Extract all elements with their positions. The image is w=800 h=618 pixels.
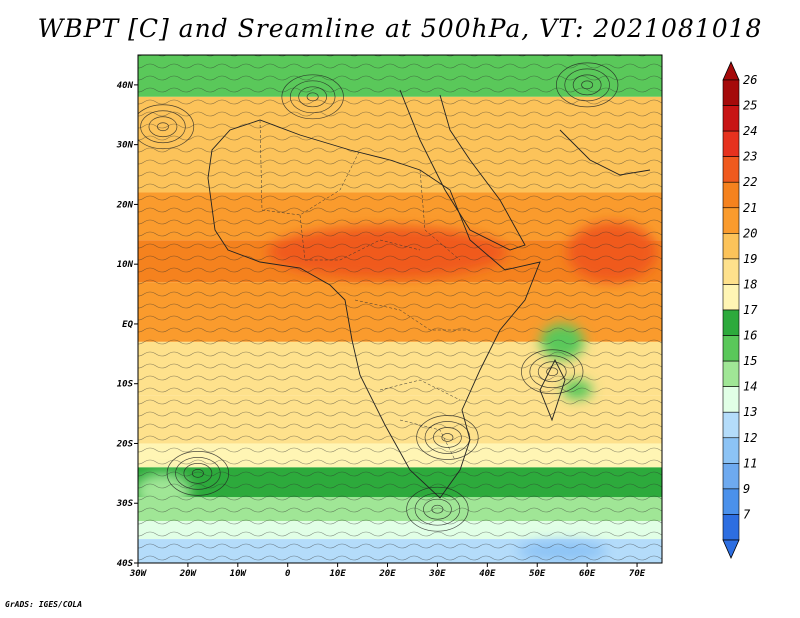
lat-tick-label: 40S — [117, 559, 134, 569]
colorbar-swatch — [722, 488, 740, 515]
lat-tick-label: 10N — [117, 260, 134, 270]
streamline-vortices — [138, 62, 619, 532]
latitude-axis: 40N 30N 20N 10N EQ 10S 20S 30S 40S — [116, 81, 138, 569]
vortex-ring — [441, 433, 454, 442]
colorbar-label: 9 — [743, 482, 750, 496]
lon-tick-label: 60E — [579, 569, 596, 579]
vortex-ring — [166, 451, 230, 496]
vortex-ring — [281, 74, 344, 120]
lat-tick-label: 30S — [116, 499, 134, 509]
colorbar-label: 16 — [743, 329, 757, 343]
colorbar-swatch — [722, 284, 740, 311]
lon-tick-label: 50E — [529, 569, 546, 579]
chart-title: WBPT [C] and Sreamline at 500hPa, VT: 20… — [37, 14, 763, 43]
lon-tick-label: 10W — [230, 569, 248, 579]
colorbar-label: 11 — [743, 456, 757, 470]
colorbar-label: 23 — [743, 150, 757, 164]
lat-tick-label: 10S — [117, 380, 134, 390]
vortex-ring — [581, 80, 594, 90]
colorbar-swatch — [722, 514, 740, 541]
vortex-ring — [555, 62, 619, 108]
vortex-ring — [306, 92, 319, 102]
lon-tick-label: 40E — [479, 569, 496, 579]
vortex-ring — [423, 498, 452, 520]
map-plot-area — [138, 55, 662, 563]
vortex-ring — [424, 421, 471, 454]
vortex-ring — [191, 469, 204, 478]
vortex-ring — [183, 463, 213, 484]
lon-tick-label: 30W — [129, 569, 148, 579]
colorbar-label: 20 — [743, 226, 757, 240]
vortex-ring — [564, 68, 610, 102]
lon-tick-label: 30E — [428, 569, 446, 579]
vortex-ring — [416, 415, 479, 460]
colorbar-swatch — [722, 79, 740, 106]
colorbar-swatch — [722, 411, 740, 439]
colorbar-label: 21 — [743, 201, 757, 215]
colorbar-label: 15 — [743, 354, 757, 368]
colorbar-swatch — [722, 437, 740, 464]
vortex-ring — [289, 80, 336, 114]
colorbar-label: 25 — [743, 99, 757, 113]
colorbar-label: 26 — [743, 73, 757, 87]
lat-tick-label: 30N — [116, 141, 134, 151]
streamlines — [138, 55, 662, 563]
lon-tick-label: 70E — [629, 569, 646, 579]
colorbar-label: 22 — [743, 175, 757, 189]
vortex-ring — [529, 355, 575, 389]
colorbar-swatch — [722, 335, 740, 362]
vortex-ring — [546, 367, 559, 377]
colorbar-swatch — [722, 258, 740, 285]
lat-tick-label: 20N — [116, 200, 134, 210]
vortex-ring — [140, 110, 186, 144]
colorbar-swatch — [722, 309, 740, 336]
lon-tick-label: 10E — [329, 569, 346, 579]
colorbar: 26 25 24 23 22 21 20 19 18 17 16 15 14 13 12 11 9 7 — [722, 61, 758, 559]
colorbar-swatch — [722, 207, 740, 234]
plot-frame — [137, 54, 663, 564]
vortex-ring — [537, 361, 567, 383]
longitude-axis: 30W 20W 10W 0 10E 20E 30E 40E 50E 60E 70E — [129, 563, 646, 579]
lon-tick-label: 0 — [285, 569, 291, 579]
colorbar-label: 14 — [743, 380, 757, 394]
vortex-ring — [414, 492, 461, 526]
colorbar-swatch — [722, 386, 740, 413]
vortex-ring — [433, 427, 462, 448]
colorbar-label: 13 — [743, 405, 757, 419]
lat-tick-label: EQ — [122, 320, 133, 330]
colorbar-bottom-arrow — [722, 539, 740, 559]
colorbar-swatch — [722, 156, 740, 183]
coastlines — [207, 89, 651, 499]
colorbar-swatch — [722, 463, 740, 490]
colorbar-label: 18 — [743, 277, 757, 291]
vortex-ring — [157, 122, 169, 132]
vortex-ring — [572, 74, 602, 96]
colorbar-swatch — [722, 130, 740, 157]
lat-tick-label: 20S — [116, 439, 134, 449]
vortex-ring — [521, 349, 584, 395]
colorbar-top-arrow — [722, 61, 740, 81]
vortex-ring — [138, 104, 195, 150]
colorbar-swatch — [722, 105, 740, 132]
country-borders — [259, 119, 470, 461]
vortex-ring — [175, 457, 221, 490]
colorbar-swatch — [722, 181, 740, 209]
colorbar-label: 19 — [743, 252, 757, 266]
colorbar-label: 12 — [743, 431, 757, 445]
vortex-ring — [431, 504, 444, 514]
colorbar-label: 17 — [743, 303, 758, 317]
colorbar-swatch — [722, 360, 740, 387]
colorbar-swatch — [722, 233, 740, 260]
grads-credit: GrADS: IGES/COLA — [5, 600, 83, 609]
lat-tick-label: 40N — [117, 81, 134, 91]
vortex-ring — [148, 116, 178, 138]
lon-tick-label: 20W — [179, 569, 198, 579]
colorbar-label: 7 — [743, 507, 751, 521]
colorbar-label: 24 — [743, 124, 757, 138]
vortex-ring — [298, 86, 328, 108]
lon-tick-label: 20E — [378, 569, 396, 579]
vortex-ring — [406, 486, 469, 532]
